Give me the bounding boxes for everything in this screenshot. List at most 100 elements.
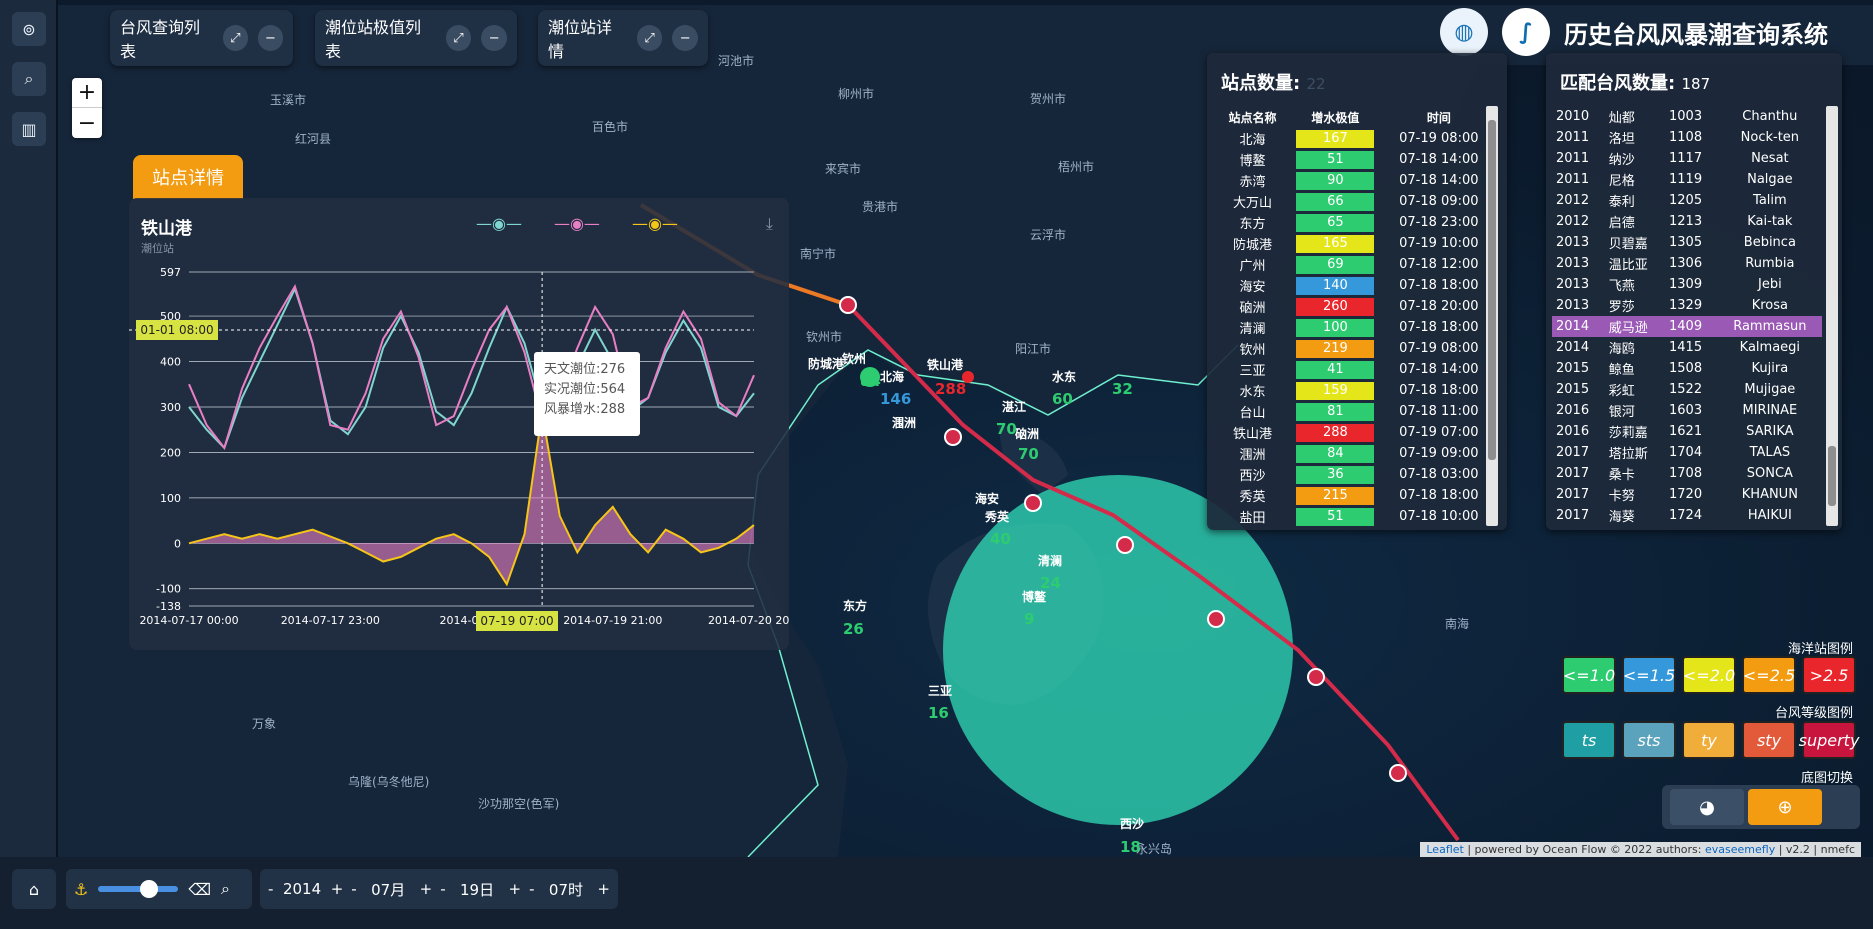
- track-point[interactable]: [944, 428, 962, 446]
- station-row[interactable]: 赤湾 90 07-18 14:00: [1221, 170, 1491, 191]
- station-row[interactable]: 东方 65 07-18 23:00: [1221, 212, 1491, 233]
- typhoon-row[interactable]: 2011 尼格 1119 Nalgae: [1552, 169, 1822, 190]
- station-row[interactable]: 铁山港 288 07-19 07:00: [1221, 422, 1491, 443]
- zoom-out-button[interactable]: −: [77, 110, 97, 136]
- ocean-legend-item[interactable]: <=1.5: [1622, 656, 1676, 694]
- ocean-legend-item[interactable]: >2.5: [1802, 656, 1856, 694]
- typhoon-row[interactable]: 2014 海鸥 1415 Kalmaegi: [1552, 337, 1822, 358]
- station-label[interactable]: 涠洲: [892, 416, 917, 430]
- station-row[interactable]: 清澜 100 07-18 18:00: [1221, 317, 1491, 338]
- station-label[interactable]: 清澜: [1038, 554, 1063, 568]
- typhoon-row[interactable]: 2012 启德 1213 Kai-tak: [1552, 211, 1822, 232]
- typhoon-row[interactable]: 2016 莎莉嘉 1621 SARIKA: [1552, 421, 1822, 442]
- typhoon-scrollbar[interactable]: [1826, 106, 1838, 526]
- series-line-2[interactable]: [188, 412, 755, 587]
- station-col-header[interactable]: 时间: [1426, 111, 1451, 125]
- typhoon-row[interactable]: 2013 飞燕 1309 Jebi: [1552, 274, 1822, 295]
- typhoon-row[interactable]: 2014 威马逊 1409 Rammasun: [1552, 316, 1822, 337]
- minimize-icon[interactable]: −: [481, 25, 508, 51]
- station-marker[interactable]: [962, 371, 974, 383]
- typhoon-row[interactable]: 2017 塔拉斯 1704 TALAS: [1552, 442, 1822, 463]
- station-label[interactable]: 博鳌: [1022, 590, 1047, 604]
- track-point[interactable]: [1389, 764, 1407, 782]
- station-row[interactable]: 硇洲 260 07-18 20:00: [1221, 296, 1491, 317]
- station-label[interactable]: 东方: [843, 599, 868, 613]
- typhoon-row[interactable]: 2017 海葵 1724 HAIKUI: [1552, 505, 1822, 526]
- station-row[interactable]: 涠洲 84 07-19 09:00: [1221, 443, 1491, 464]
- typhoon-legend-item[interactable]: superty: [1799, 721, 1859, 759]
- typhoon-legend-item[interactable]: sts: [1622, 721, 1676, 759]
- legend-surge-icon[interactable]: —◉—: [631, 214, 678, 233]
- zoom-search-icon[interactable]: ⌕: [220, 879, 230, 898]
- station-row[interactable]: 海安 140 07-18 18:00: [1221, 275, 1491, 296]
- day-minus[interactable]: -: [440, 880, 446, 898]
- speed-slider[interactable]: [98, 880, 179, 898]
- leaflet-link[interactable]: Leaflet: [1426, 843, 1464, 856]
- year-plus[interactable]: +: [330, 880, 344, 898]
- typhoon-row[interactable]: 2012 泰利 1205 Talim: [1552, 190, 1822, 211]
- anchor-icon[interactable]: ⚓: [74, 879, 89, 899]
- month-plus[interactable]: +: [419, 880, 433, 898]
- globe-icon[interactable]: ◕: [1670, 789, 1744, 825]
- expand-icon[interactable]: ⤢: [636, 25, 663, 51]
- station-label[interactable]: 硇洲: [1015, 427, 1040, 441]
- station-row[interactable]: 盐田 51 07-18 10:00: [1221, 506, 1491, 527]
- typhoon-legend-item[interactable]: sty: [1742, 721, 1796, 759]
- station-row[interactable]: 三亚 41 07-18 14:00: [1221, 359, 1491, 380]
- typhoon-row[interactable]: 2016 银河 1603 MIRINAE: [1552, 400, 1822, 421]
- typhoon-legend-item[interactable]: ty: [1682, 721, 1736, 759]
- typhoon-legend-item[interactable]: ts: [1562, 721, 1616, 759]
- station-row[interactable]: 博鳌 51 07-18 14:00: [1221, 149, 1491, 170]
- zoom-in-button[interactable]: +: [72, 78, 102, 108]
- station-row[interactable]: 钦州 219 07-19 08:00: [1221, 338, 1491, 359]
- typhoon-row[interactable]: 2011 洛坦 1108 Nock-ten: [1552, 127, 1822, 148]
- expand-icon[interactable]: ⤢: [445, 25, 472, 51]
- station-row[interactable]: 大万山 66 07-18 09:00: [1221, 191, 1491, 212]
- station-label[interactable]: 湛江: [1002, 400, 1027, 414]
- hour-plus[interactable]: +: [597, 880, 610, 898]
- author-link[interactable]: evaseemefly: [1705, 843, 1776, 856]
- typhoon-icon[interactable]: ⊚: [12, 12, 46, 46]
- typhoon-row[interactable]: 2013 贝碧嘉 1305 Bebinca: [1552, 232, 1822, 253]
- station-label[interactable]: 铁山港: [927, 358, 964, 372]
- station-col-header[interactable]: 站点名称: [1228, 111, 1277, 125]
- track-point[interactable]: [1207, 610, 1225, 628]
- typhoon-row[interactable]: 2013 温比亚 1306 Rumbia: [1552, 253, 1822, 274]
- hour-minus[interactable]: -: [529, 880, 535, 898]
- typhoon-row[interactable]: 2010 灿都 1003 Chanthu: [1552, 106, 1822, 127]
- station-row[interactable]: 广州 69 07-18 12:00: [1221, 254, 1491, 275]
- download-icon[interactable]: ⤓: [765, 214, 773, 233]
- series-line-1[interactable]: [188, 284, 755, 451]
- station-label[interactable]: 秀英: [985, 510, 1010, 524]
- track-point[interactable]: [1307, 668, 1325, 686]
- home-icon[interactable]: ⌂: [12, 869, 56, 909]
- ocean-legend-item[interactable]: <=1.0: [1562, 656, 1616, 694]
- typhoon-row[interactable]: 2013 罗莎 1329 Krosa: [1552, 295, 1822, 316]
- year-minus[interactable]: -: [268, 880, 274, 898]
- typhoon-row[interactable]: 2017 桑卡 1708 SONCA: [1552, 463, 1822, 484]
- track-point[interactable]: [839, 296, 857, 314]
- station-row[interactable]: 水东 159 07-18 18:00: [1221, 380, 1491, 401]
- minimize-icon[interactable]: −: [672, 25, 699, 51]
- typhoon-row[interactable]: 2015 鲸鱼 1508 Kujira: [1552, 358, 1822, 379]
- legend-actual-icon[interactable]: —◉—: [553, 214, 600, 233]
- expand-icon[interactable]: ⤢: [222, 25, 248, 51]
- station-row[interactable]: 台山 81 07-18 11:00: [1221, 401, 1491, 422]
- eraser-icon[interactable]: ⌫: [188, 879, 211, 899]
- typhoon-row[interactable]: 2011 纳沙 1117 Nesat: [1552, 148, 1822, 169]
- station-label[interactable]: 三亚: [928, 684, 953, 698]
- station-row[interactable]: 秀英 215 07-18 18:00: [1221, 485, 1491, 506]
- chart-icon[interactable]: ▥: [12, 112, 46, 146]
- station-row[interactable]: 防城港 165 07-19 10:00: [1221, 233, 1491, 254]
- station-label[interactable]: 水东: [1052, 370, 1077, 384]
- station-row[interactable]: 北海 167 07-19 08:00: [1221, 128, 1491, 149]
- station-row[interactable]: 西沙 36 07-18 03:00: [1221, 464, 1491, 485]
- track-point[interactable]: [1116, 536, 1134, 554]
- typhoon-row[interactable]: 2015 彩虹 1522 Mujigae: [1552, 379, 1822, 400]
- ocean-legend-item[interactable]: <=2.5: [1742, 656, 1796, 694]
- ocean-legend-item[interactable]: <=2.0: [1682, 656, 1736, 694]
- station-marker[interactable]: [860, 367, 880, 387]
- typhoon-row[interactable]: 2017 卡努 1720 KHANUN: [1552, 484, 1822, 505]
- station-label[interactable]: 北海: [880, 370, 905, 384]
- minimize-icon[interactable]: −: [257, 25, 284, 51]
